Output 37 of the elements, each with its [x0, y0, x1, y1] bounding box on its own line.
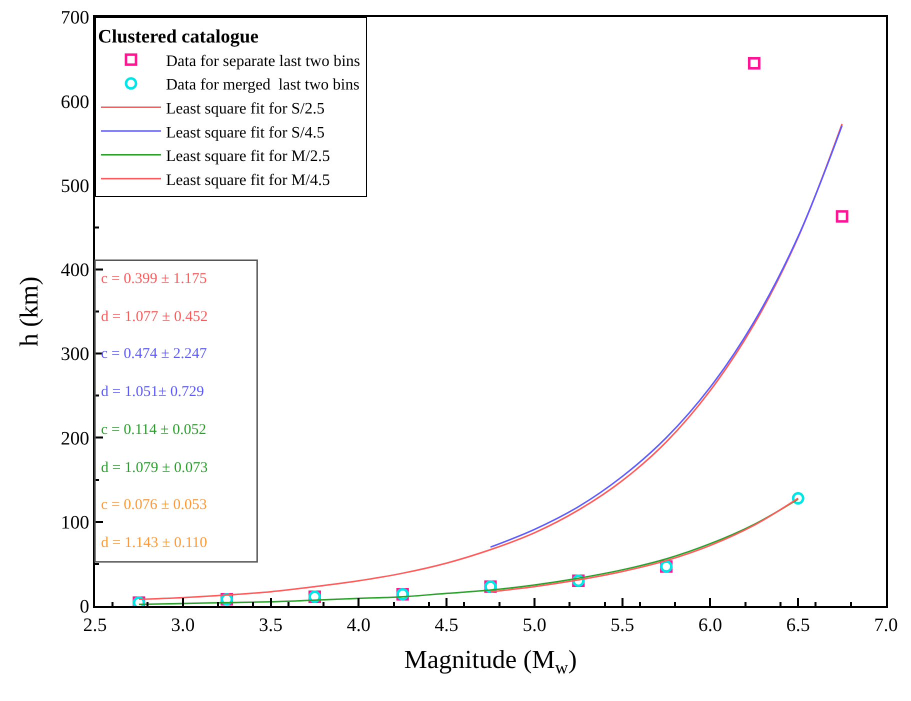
annotation: d = 1.143 ± 0.110 [101, 535, 208, 551]
y-tick-label: 300 [60, 344, 90, 366]
x-tick-label: 4.0 [346, 614, 371, 636]
x-tick-label: 7.0 [874, 614, 898, 636]
legend-label: Data for separate last two bins [166, 52, 360, 70]
annotation: c = 0.474 ± 2.247 [101, 346, 208, 362]
legend-label: Least square fit for M/2.5 [166, 148, 330, 166]
y-tick-label: 400 [60, 260, 90, 282]
x-axis-title: Magnitude (M$_{w}$) [404, 645, 577, 678]
line-series [490, 124, 843, 548]
y-tick-label: 200 [60, 428, 90, 450]
legend-label: Least square fit for S/2.5 [166, 100, 325, 118]
annotation: d = 1.051± 0.729 [101, 384, 204, 400]
x-tick-label: 3.5 [258, 614, 283, 636]
x-tick-label: 5.0 [522, 614, 546, 636]
annotation: c = 0.399 ± 1.175 [101, 271, 207, 287]
annotation: d = 1.077 ± 0.452 [101, 309, 208, 325]
legend-label: Least square fit for S/4.5 [166, 124, 325, 142]
annotation: c = 0.114 ± 0.052 [101, 422, 206, 438]
point [792, 492, 804, 505]
y-tick-label: 600 [60, 92, 90, 113]
x-tick-label: 5.5 [610, 614, 634, 636]
y-tick-label: 700 [60, 8, 90, 29]
point [836, 210, 848, 223]
y-tick-label: 500 [60, 176, 90, 197]
legend-label: Least square fit for M/4.5 [166, 172, 330, 189]
annotation: d = 1.079 ± 0.073 [101, 460, 208, 476]
x-tick-label: 4.5 [434, 614, 458, 636]
x-tick-label: 6.0 [698, 614, 722, 636]
legend-label: Data for merged last two bins [166, 76, 360, 94]
x-tick-label: 6.5 [786, 614, 810, 636]
annotation: c = 0.076 ± 0.053 [101, 497, 207, 513]
legend-title: Clustered catalogue [98, 26, 259, 48]
x-tick-label: 3.0 [171, 614, 195, 636]
y-tick-label: 100 [60, 512, 90, 534]
y-axis-title: h (km) [14, 276, 44, 347]
point [748, 57, 760, 70]
